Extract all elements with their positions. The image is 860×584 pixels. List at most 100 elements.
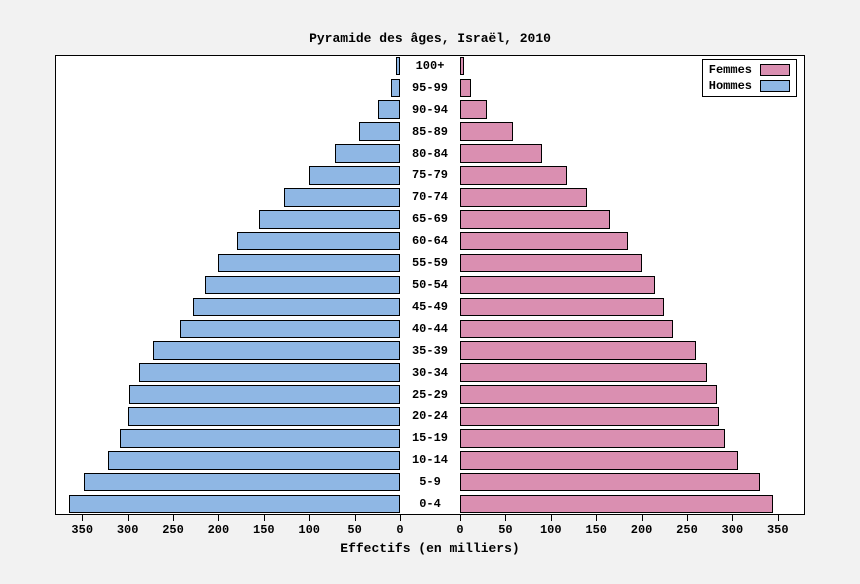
axis-tick xyxy=(218,515,219,521)
age-label: 90-94 xyxy=(400,103,460,117)
bar-male xyxy=(153,341,400,360)
age-label: 85-89 xyxy=(400,125,460,139)
axis-tick xyxy=(778,515,779,521)
bar-female xyxy=(460,57,464,76)
age-label: 75-79 xyxy=(400,168,460,182)
age-label: 70-74 xyxy=(400,190,460,204)
bar-female xyxy=(460,429,725,448)
axis-tick-label: 50 xyxy=(347,523,361,537)
axis-tick xyxy=(596,515,597,521)
axis-tick-label: 300 xyxy=(722,523,744,537)
legend-swatch xyxy=(760,64,790,76)
age-label: 15-19 xyxy=(400,431,460,445)
legend-swatch xyxy=(760,80,790,92)
axis-tick-label: 100 xyxy=(298,523,320,537)
axis-tick-label: 350 xyxy=(71,523,93,537)
bar-female xyxy=(460,210,610,229)
bar-female xyxy=(460,144,542,163)
axis-tick xyxy=(460,515,461,521)
bar-male xyxy=(108,451,400,470)
age-label: 0-4 xyxy=(400,497,460,511)
bar-male xyxy=(139,363,400,382)
axis-tick-label: 150 xyxy=(253,523,275,537)
age-label: 35-39 xyxy=(400,344,460,358)
axis-tick-label: 200 xyxy=(208,523,230,537)
age-label: 45-49 xyxy=(400,300,460,314)
bar-male xyxy=(284,188,400,207)
bar-male xyxy=(129,385,400,404)
bar-female xyxy=(460,451,738,470)
age-label: 60-64 xyxy=(400,234,460,248)
axis-tick xyxy=(264,515,265,521)
bar-female xyxy=(460,407,719,426)
bar-female xyxy=(460,100,487,119)
bar-male xyxy=(378,100,400,119)
axis-tick-label: 0 xyxy=(456,523,463,537)
axis-tick-label: 150 xyxy=(585,523,607,537)
age-label: 80-84 xyxy=(400,147,460,161)
axis-tick-label: 350 xyxy=(767,523,789,537)
age-label: 5-9 xyxy=(400,475,460,489)
chart-canvas: Pyramide des âges, Israël, 2010 Effectif… xyxy=(0,0,860,584)
axis-tick xyxy=(687,515,688,521)
bar-male xyxy=(391,79,400,98)
axis-tick xyxy=(128,515,129,521)
age-label: 100+ xyxy=(400,59,460,73)
axis-tick-label: 50 xyxy=(498,523,512,537)
axis-tick xyxy=(82,515,83,521)
bar-female xyxy=(460,122,513,141)
legend-item: Femmes xyxy=(709,62,790,78)
axis-tick xyxy=(732,515,733,521)
legend-label: Femmes xyxy=(709,62,752,78)
legend-item: Hommes xyxy=(709,78,790,94)
chart-title: Pyramide des âges, Israël, 2010 xyxy=(0,31,860,46)
bar-female xyxy=(460,188,587,207)
age-label: 10-14 xyxy=(400,453,460,467)
age-label: 50-54 xyxy=(400,278,460,292)
axis-tick xyxy=(309,515,310,521)
bar-female xyxy=(460,473,760,492)
bar-male xyxy=(84,473,400,492)
axis-tick xyxy=(505,515,506,521)
x-axis-label: Effectifs (en milliers) xyxy=(0,541,860,556)
bar-female xyxy=(460,232,628,251)
age-label: 20-24 xyxy=(400,409,460,423)
bar-female xyxy=(460,254,642,273)
legend: FemmesHommes xyxy=(702,59,797,97)
axis-tick xyxy=(551,515,552,521)
axis-tick-label: 300 xyxy=(117,523,139,537)
bar-male xyxy=(205,276,400,295)
bar-female xyxy=(460,276,655,295)
bar-male xyxy=(69,495,400,514)
age-label: 40-44 xyxy=(400,322,460,336)
axis-tick xyxy=(642,515,643,521)
bar-male xyxy=(193,298,400,317)
axis-tick xyxy=(355,515,356,521)
bar-female xyxy=(460,385,717,404)
bar-female xyxy=(460,298,664,317)
age-label: 55-59 xyxy=(400,256,460,270)
axis-tick-label: 100 xyxy=(540,523,562,537)
bar-male xyxy=(359,122,400,141)
axis-tick-label: 200 xyxy=(631,523,653,537)
bar-female xyxy=(460,495,773,514)
axis-tick xyxy=(173,515,174,521)
bar-male xyxy=(237,232,400,251)
bar-female xyxy=(460,363,707,382)
age-label: 65-69 xyxy=(400,212,460,226)
legend-label: Hommes xyxy=(709,78,752,94)
bar-female xyxy=(460,166,567,185)
axis-tick-label: 0 xyxy=(396,523,403,537)
axis-tick-label: 250 xyxy=(676,523,698,537)
axis-tick xyxy=(400,515,401,521)
bar-male xyxy=(128,407,400,426)
age-label: 30-34 xyxy=(400,366,460,380)
axis-tick-label: 250 xyxy=(162,523,184,537)
bar-female xyxy=(460,79,471,98)
bar-female xyxy=(460,320,673,339)
bar-male xyxy=(120,429,400,448)
bar-male xyxy=(309,166,400,185)
age-label: 95-99 xyxy=(400,81,460,95)
bar-male xyxy=(180,320,400,339)
bar-female xyxy=(460,341,696,360)
